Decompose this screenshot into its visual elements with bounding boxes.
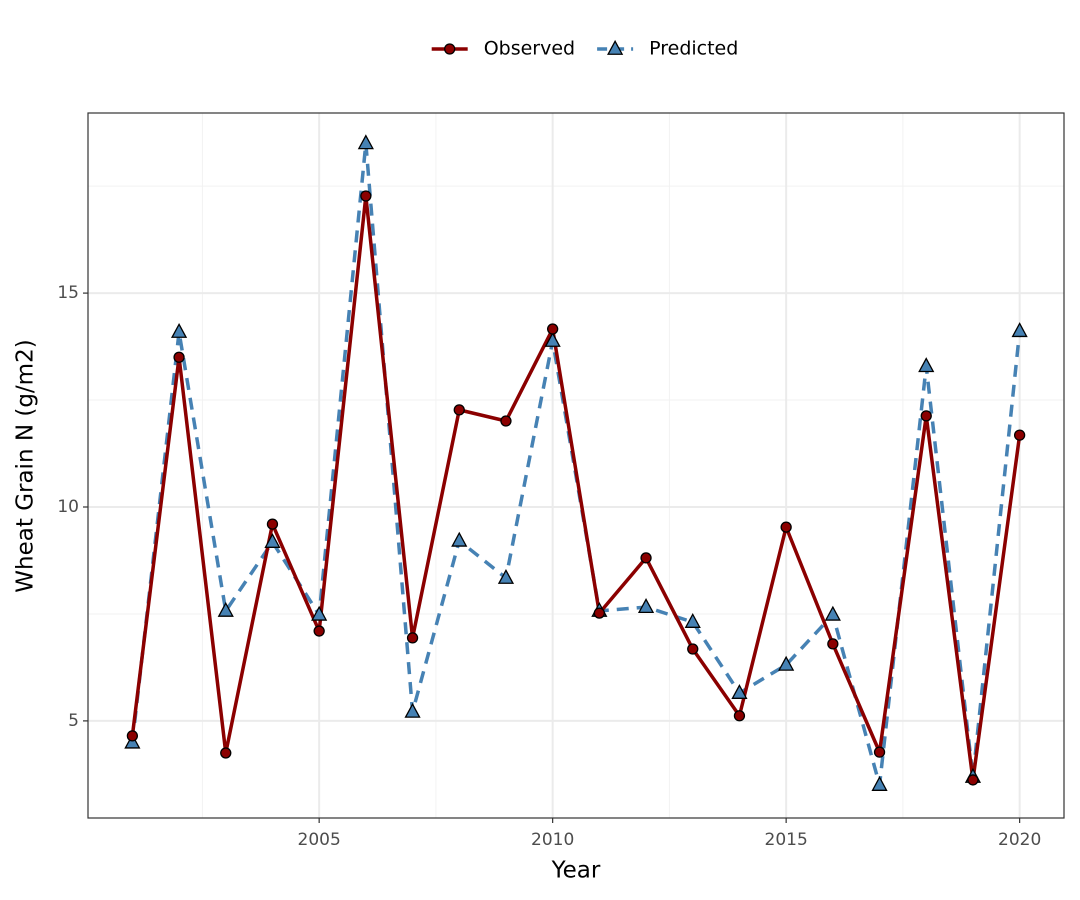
x-tick-label: 2010 bbox=[531, 830, 574, 850]
series-line bbox=[130, 194, 1022, 782]
triangle-marker bbox=[684, 613, 701, 628]
legend-label: Predicted bbox=[649, 38, 738, 60]
circle-marker bbox=[827, 638, 839, 650]
circle-marker bbox=[266, 518, 279, 530]
triangle-marker bbox=[637, 598, 655, 613]
y-tick-label: 10 bbox=[57, 497, 79, 517]
triangle-marker bbox=[264, 533, 281, 548]
triangle-marker bbox=[451, 531, 468, 547]
circle-marker bbox=[406, 632, 419, 644]
x-tick-label: 2005 bbox=[298, 830, 341, 850]
circle-marker bbox=[593, 607, 605, 619]
triangle-marker bbox=[544, 331, 561, 347]
legend-marker bbox=[444, 43, 456, 55]
y-tick-label: 15 bbox=[57, 283, 79, 303]
triangle-marker bbox=[311, 605, 328, 621]
circle-marker bbox=[733, 710, 746, 722]
triangle-marker bbox=[778, 655, 795, 671]
y-tick-label: 5 bbox=[68, 711, 79, 731]
triangle-marker bbox=[918, 357, 935, 373]
circle-marker bbox=[780, 521, 792, 533]
circle-marker bbox=[967, 774, 979, 786]
circle-marker bbox=[920, 410, 932, 422]
circle-marker bbox=[640, 552, 652, 564]
triangle-marker bbox=[1011, 322, 1028, 338]
legend-marker bbox=[607, 39, 624, 55]
circle-marker bbox=[313, 625, 325, 637]
triangle-marker bbox=[731, 684, 748, 699]
legend: Observed Predicted bbox=[431, 38, 738, 60]
triangle-marker bbox=[824, 605, 841, 621]
triangle-marker bbox=[497, 568, 515, 584]
triangle-marker bbox=[404, 702, 421, 718]
circle-marker bbox=[547, 323, 559, 335]
x-tick-label: 2015 bbox=[765, 830, 808, 850]
plot-border bbox=[87, 112, 1065, 819]
legend-label: Observed bbox=[484, 38, 575, 60]
circle-marker bbox=[220, 747, 232, 759]
circle-marker bbox=[500, 415, 512, 427]
circle-marker bbox=[453, 404, 465, 416]
circle-marker bbox=[173, 351, 185, 363]
triangle-marker bbox=[217, 601, 234, 617]
circle-marker bbox=[873, 746, 886, 758]
circle-marker bbox=[687, 643, 699, 655]
triangle-marker bbox=[357, 134, 374, 150]
x-axis-title: Year bbox=[551, 858, 601, 884]
circle-marker bbox=[126, 730, 139, 742]
x-tick-label: 2020 bbox=[998, 830, 1041, 850]
circle-marker bbox=[360, 190, 372, 202]
y-axis-title: Wheat Grain N (g/m2) bbox=[13, 339, 39, 592]
circle-marker bbox=[1013, 429, 1026, 441]
triangle-marker bbox=[871, 775, 888, 791]
triangle-marker bbox=[170, 322, 188, 338]
